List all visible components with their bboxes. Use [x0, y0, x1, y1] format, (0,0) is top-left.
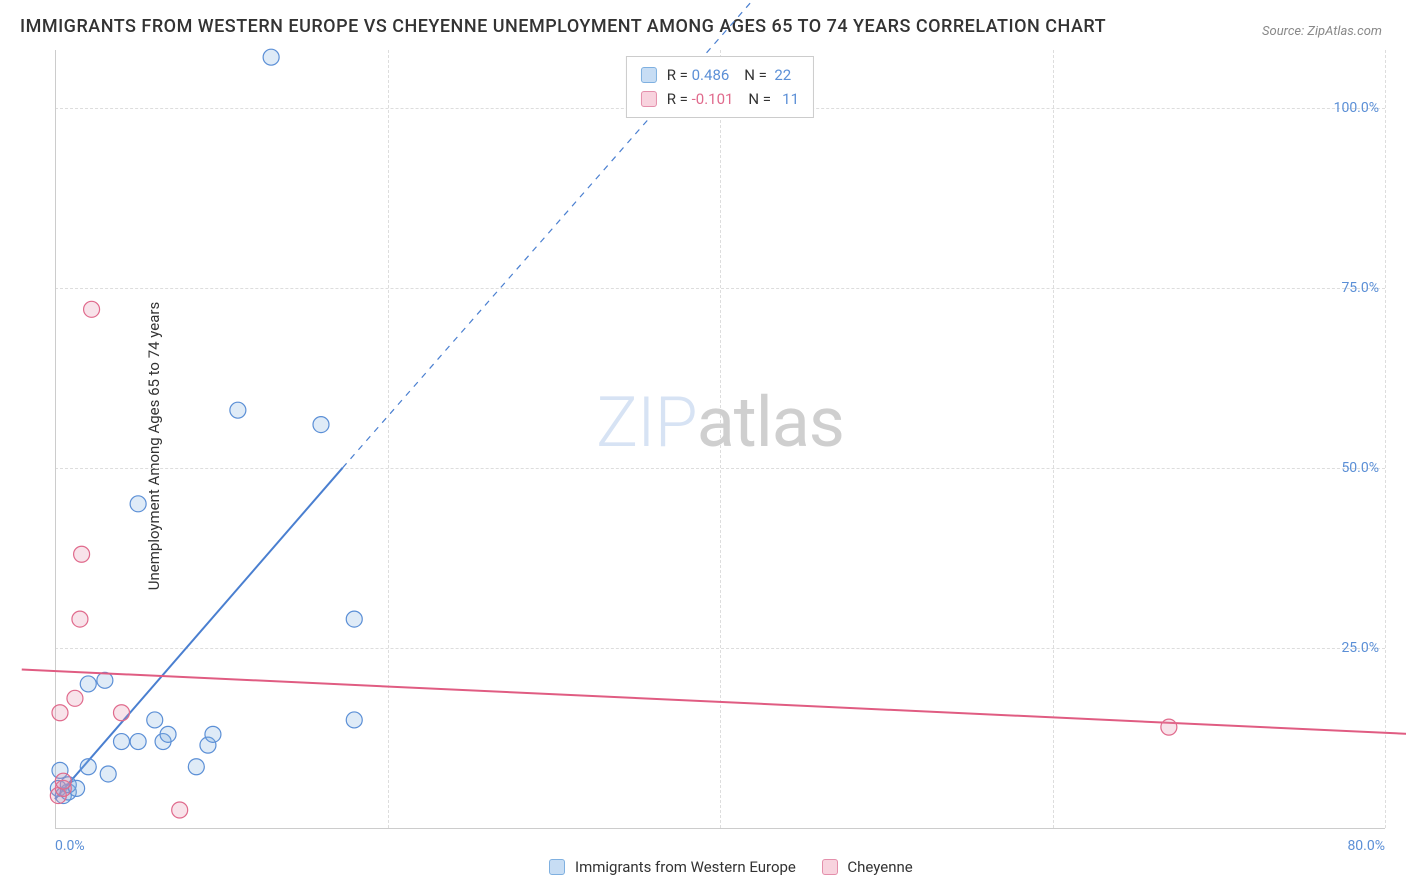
- swatch-blue-icon: [641, 67, 657, 83]
- swatch-blue-icon: [549, 859, 565, 875]
- series-legend: Immigrants from Western Europe Cheyenne: [55, 858, 1385, 876]
- data-point-pink: [172, 802, 188, 818]
- data-point-blue: [80, 759, 96, 775]
- correlation-legend-box: R = 0.486 N = 22 R = -0.101 N = 11: [626, 56, 814, 118]
- trend-line-pink: [22, 670, 1406, 735]
- n-value-series2: 11: [782, 90, 799, 108]
- n-label: N =: [748, 90, 771, 108]
- r-value-series2: -0.101: [692, 90, 734, 108]
- data-point-blue: [147, 712, 163, 728]
- data-point-blue: [130, 734, 146, 750]
- chart-plot-area: 25.0%50.0%75.0%100.0%0.0%80.0% ZIPatlas …: [55, 50, 1385, 828]
- scatter-plot-svg: [55, 50, 1385, 828]
- data-point-blue: [205, 726, 221, 742]
- legend-label-series1: Immigrants from Western Europe: [575, 858, 796, 876]
- source-attribution: Source: ZipAtlas.com: [1262, 24, 1382, 39]
- data-point-blue: [130, 496, 146, 512]
- data-point-blue: [188, 759, 204, 775]
- x-tick-label: 0.0%: [55, 838, 85, 854]
- r-label: R =: [667, 90, 688, 108]
- data-point-pink: [114, 705, 130, 721]
- x-axis-line: [55, 828, 1385, 829]
- n-value-series1: 22: [774, 66, 791, 84]
- r-label: R =: [667, 66, 688, 84]
- data-point-blue: [114, 734, 130, 750]
- data-point-blue: [80, 676, 96, 692]
- trend-line-blue: [55, 468, 343, 799]
- data-point-blue: [263, 49, 279, 65]
- data-point-blue: [97, 672, 113, 688]
- data-point-pink: [72, 611, 88, 627]
- data-point-blue: [230, 402, 246, 418]
- data-point-pink: [52, 705, 68, 721]
- legend-row-series1: R = 0.486 N = 22: [641, 63, 799, 87]
- legend-label-series2: Cheyenne: [847, 858, 912, 876]
- grid-line-vertical: [1385, 50, 1386, 828]
- swatch-pink-icon: [822, 859, 838, 875]
- data-point-pink: [55, 773, 71, 789]
- n-label: N =: [744, 66, 767, 84]
- data-point-pink: [67, 690, 83, 706]
- data-point-blue: [313, 417, 329, 433]
- swatch-pink-icon: [641, 91, 657, 107]
- data-point-blue: [160, 726, 176, 742]
- x-tick-label: 80.0%: [1347, 838, 1385, 854]
- data-point-blue: [100, 766, 116, 782]
- data-point-pink: [84, 301, 100, 317]
- legend-row-series2: R = -0.101 N = 11: [641, 87, 799, 111]
- r-value-series1: 0.486: [692, 66, 730, 84]
- chart-title: IMMIGRANTS FROM WESTERN EUROPE VS CHEYEN…: [20, 16, 1106, 37]
- data-point-blue: [346, 611, 362, 627]
- data-point-pink: [1161, 719, 1177, 735]
- data-point-pink: [74, 546, 90, 562]
- data-point-blue: [346, 712, 362, 728]
